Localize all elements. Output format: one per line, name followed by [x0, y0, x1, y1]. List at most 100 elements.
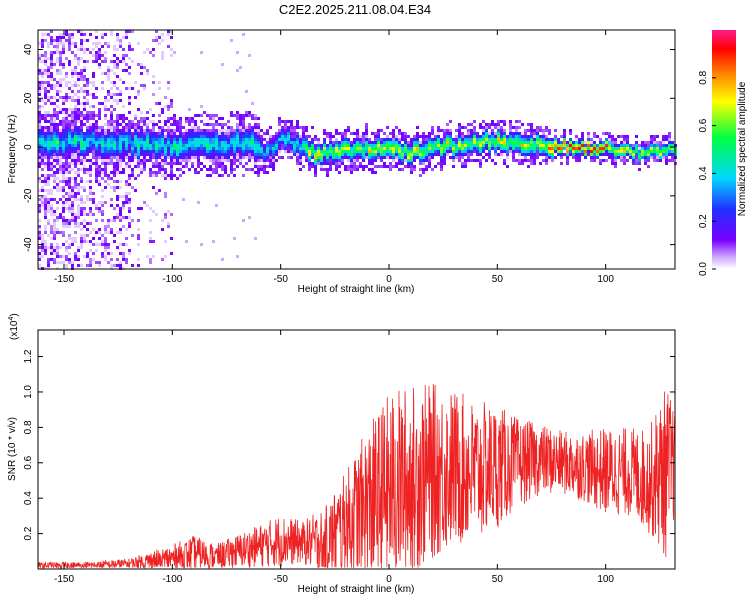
- spectrogram-cell: [614, 159, 617, 162]
- spectrogram-cell: [119, 114, 122, 117]
- spectrogram-cell: [128, 72, 131, 75]
- spectrogram-cell: [578, 156, 581, 159]
- spectrogram-cell: [416, 147, 419, 150]
- spectrogram-cell: [215, 129, 218, 132]
- spectrogram-cell: [524, 144, 527, 147]
- spectrogram-cell: [620, 144, 623, 147]
- spectrogram-cell: [50, 249, 53, 252]
- spectrogram-cell: [161, 57, 164, 60]
- spectrogram-cell: [125, 237, 128, 240]
- spectrogram-cell: [548, 129, 551, 132]
- spectrogram-cell: [119, 264, 122, 267]
- spectrogram-cell: [59, 132, 62, 135]
- spectrogram-cell: [632, 150, 635, 153]
- spectrogram-cell: [404, 159, 407, 162]
- spectrogram-cell: [527, 135, 530, 138]
- spectrogram-cell: [107, 90, 110, 93]
- spectrogram-cell: [95, 147, 98, 150]
- spectrogram-cell: [191, 132, 194, 135]
- spectrogram-cell: [494, 123, 497, 126]
- spectrogram-cell: [401, 162, 404, 165]
- spectrogram-cell: [101, 171, 104, 174]
- spectrogram-cell: [125, 144, 128, 147]
- spectrogram-cell: [209, 168, 212, 171]
- spectrogram-cell: [335, 156, 338, 159]
- spectrogram-cell: [92, 123, 95, 126]
- spectrogram-cell: [278, 141, 281, 144]
- spectrogram-cell: [155, 39, 158, 42]
- spectrogram-cell: [431, 141, 434, 144]
- spectrogram-cell: [263, 171, 266, 174]
- spectrogram-cell: [230, 168, 233, 171]
- spectrogram-cell: [116, 132, 119, 135]
- spectrogram-cell: [521, 162, 524, 165]
- spectrogram-cell: [422, 168, 425, 171]
- spectrogram-cell: [368, 150, 371, 153]
- spectrogram-cell: [83, 150, 86, 153]
- spectrogram-cell: [68, 48, 71, 51]
- spectrogram-cell: [365, 135, 368, 138]
- spectrogram-cell: [521, 159, 524, 162]
- spectrogram-cell: [134, 150, 137, 153]
- spectrogram-cell: [248, 153, 251, 156]
- spectrogram-cell: [83, 84, 86, 87]
- spectrogram-cell: [377, 150, 380, 153]
- spectrogram-cell: [44, 135, 47, 138]
- spectrogram-cell: [575, 153, 578, 156]
- spectrogram-cell: [176, 147, 179, 150]
- spectrogram-cell: [86, 48, 89, 51]
- spectrogram-cell: [149, 144, 152, 147]
- spectrogram-cell: [611, 144, 614, 147]
- spectrogram-cell: [227, 174, 230, 177]
- spectrogram-cell: [56, 228, 59, 231]
- spectrogram-cell: [41, 33, 44, 36]
- spectrogram-cell: [623, 159, 626, 162]
- spectrogram-cell: [146, 48, 149, 51]
- spectrogram-cell: [41, 168, 44, 171]
- spectrogram-cell: [122, 153, 125, 156]
- spectrogram-cell: [560, 156, 563, 159]
- spectrogram-cell: [56, 105, 59, 108]
- spectrogram-cell: [338, 171, 341, 174]
- spectrogram-cell: [119, 159, 122, 162]
- spectrogram-cell: [242, 120, 245, 123]
- spectrogram-cell: [38, 117, 41, 120]
- spectrogram-cell: [416, 150, 419, 153]
- spectrogram-cell: [101, 60, 104, 63]
- spectrogram-cell: [116, 123, 119, 126]
- spectrogram-cell: [152, 126, 155, 129]
- spectrogram-cell: [362, 144, 365, 147]
- spectrogram-cell: [50, 156, 53, 159]
- spectrogram-cell: [398, 132, 401, 135]
- spectrogram-cell: [68, 195, 71, 198]
- spectrogram-cell: [533, 156, 536, 159]
- spectrogram-cell: [422, 159, 425, 162]
- spectrogram-cell: [185, 165, 188, 168]
- spectrogram-cell: [77, 75, 80, 78]
- spectrogram-cell: [383, 150, 386, 153]
- spectrogram-cell: [59, 180, 62, 183]
- spectrogram-cell: [326, 132, 329, 135]
- spectrogram-cell: [170, 177, 173, 180]
- spectrogram-cell: [71, 213, 74, 216]
- spectrogram-cell: [239, 132, 242, 135]
- spectrogram-cell: [215, 147, 218, 150]
- spectrogram-cell: [239, 114, 242, 117]
- spectrogram-cell: [83, 255, 86, 258]
- spectrogram-cell: [473, 129, 476, 132]
- spectrogram-cell: [530, 123, 533, 126]
- spectrogram-cell: [83, 117, 86, 120]
- spectrogram-cell: [560, 150, 563, 153]
- spectrogram-cell: [53, 159, 56, 162]
- spectrogram-cell: [149, 51, 152, 54]
- spectrogram-cell: [350, 156, 353, 159]
- spectrogram-cell: [59, 141, 62, 144]
- spectrogram-cell: [83, 186, 86, 189]
- spectrogram-cell: [239, 66, 242, 69]
- spectrogram-cell: [62, 243, 65, 246]
- spectrogram-cell: [50, 162, 53, 165]
- spectrogram-cell: [53, 153, 56, 156]
- spectrogram-cell: [185, 240, 188, 243]
- spectrogram-cell: [95, 42, 98, 45]
- spectrogram-cell: [59, 171, 62, 174]
